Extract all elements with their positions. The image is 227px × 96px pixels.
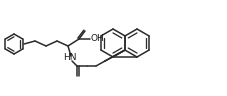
Text: OH: OH [90,34,104,43]
Text: HN: HN [63,53,76,62]
